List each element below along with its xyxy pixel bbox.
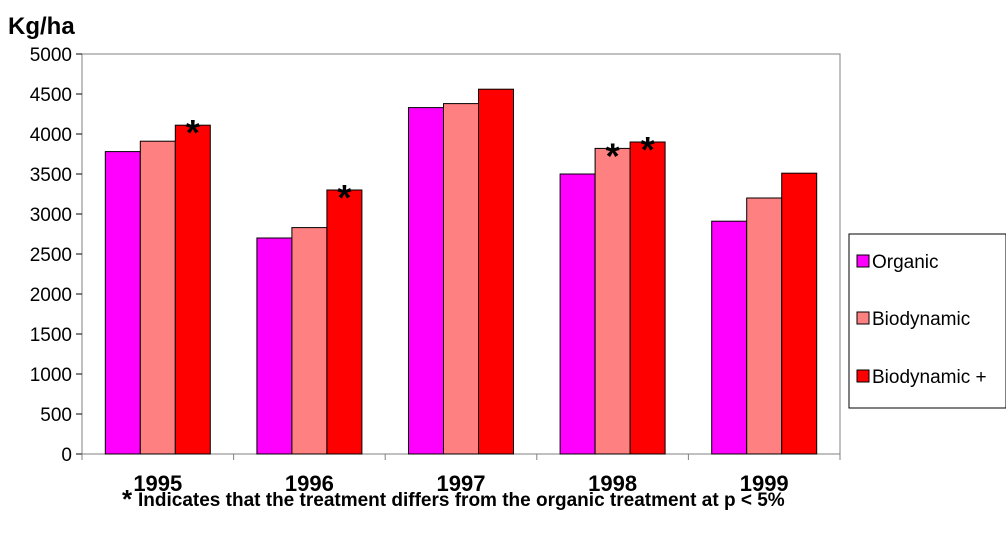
- y-tick-label: 1000: [30, 365, 72, 386]
- significance-marker: *: [641, 129, 655, 170]
- bar-organic-1997: [408, 107, 444, 455]
- legend-swatch: [856, 254, 870, 268]
- legend-label: Biodynamic +: [872, 367, 987, 388]
- legend-label: Organic: [872, 252, 939, 273]
- bar-organic-1995: [104, 151, 141, 455]
- bar-biodynamic-1996: [291, 227, 328, 455]
- y-tick-label: 2500: [30, 245, 72, 266]
- bar-organic-1999: [711, 220, 748, 455]
- bar-biodynamic-1998: [594, 147, 631, 455]
- y-tick-label: 500: [40, 405, 72, 426]
- y-tick-label: 4500: [30, 85, 72, 106]
- legend-swatch: [856, 311, 870, 325]
- bar-biodynamic-1997: [443, 103, 479, 455]
- footnote-text: Indicates that the treatment differs fro…: [138, 490, 785, 511]
- footnote: * Indicates that the treatment differs f…: [122, 484, 785, 514]
- significance-marker: *: [337, 177, 351, 218]
- bar-biodynamic-1997: [478, 88, 514, 455]
- y-tick-label: 5000: [30, 45, 72, 66]
- y-tick-label: 1500: [30, 325, 72, 346]
- x-category-label: 1998: [588, 471, 637, 496]
- bar-organic-1996: [256, 237, 293, 455]
- bar-biodynamic-1995: [174, 124, 211, 455]
- y-tick-label: 4000: [30, 125, 72, 146]
- bar-biodynamic-1999: [781, 172, 818, 455]
- x-category-label: 1997: [437, 471, 486, 496]
- y-tick-label: 3500: [30, 165, 72, 186]
- bar-biodynamic-1995: [139, 140, 176, 455]
- legend-box: [848, 233, 1006, 409]
- significance-marker: *: [186, 112, 200, 153]
- footnote-star: *: [122, 484, 133, 514]
- y-axis-title: Kg/ha: [8, 13, 75, 40]
- legend-swatch: [856, 369, 870, 383]
- legend: Organic Biodynamic Biodynamic +: [848, 233, 1006, 409]
- bar-biodynamic-1998: [629, 141, 666, 455]
- y-tick-label: 2000: [30, 285, 72, 306]
- bar-biodynamic-1999: [746, 197, 783, 455]
- bar-organic-1998: [559, 173, 596, 455]
- legend-label: Biodynamic: [872, 309, 970, 330]
- x-category-label: 1999: [740, 471, 789, 496]
- significance-marker: *: [606, 135, 620, 176]
- bar-biodynamic-1996: [326, 189, 363, 455]
- x-category-label: 1996: [285, 471, 334, 496]
- y-tick-label: 3000: [30, 205, 72, 226]
- y-tick-label: 0: [61, 445, 72, 466]
- x-category-label: 1995: [133, 471, 182, 496]
